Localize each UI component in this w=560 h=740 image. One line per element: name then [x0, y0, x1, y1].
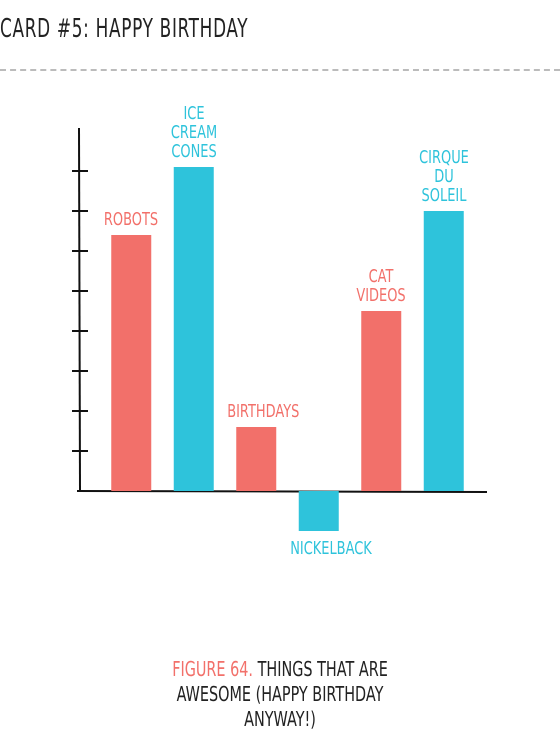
divider [0, 69, 560, 71]
bar [361, 311, 402, 491]
card-title: CARD #5: HAPPY BIRTHDAY [0, 14, 249, 44]
bar-label: BIRTHDAYS [227, 401, 300, 422]
bar [423, 211, 464, 491]
bar [236, 427, 277, 491]
x-axis [76, 490, 488, 493]
bar [298, 491, 339, 531]
y-axis [78, 127, 81, 492]
caption: THINGS THAT ARE AWESOME (HAPPY BIRTHDAY … [176, 657, 388, 731]
figure-label: FIGURE 64. [172, 657, 254, 681]
bar [173, 167, 214, 491]
bar-label: ICE CREAM CONES [170, 103, 217, 162]
bar [111, 235, 152, 491]
bar-label: NICKELBACK [289, 538, 372, 559]
caption-text: FIGURE 64. THINGS THAT ARE AWESOME (HAPP… [161, 657, 399, 732]
bar-label: ROBOTS [104, 209, 159, 230]
caption-block: FIGURE 64. THINGS THAT ARE AWESOME (HAPP… [0, 657, 560, 732]
bar-label: CAT VIDEOS [356, 266, 406, 306]
bar-label: CIRQUE DU SOLEIL [418, 147, 469, 206]
